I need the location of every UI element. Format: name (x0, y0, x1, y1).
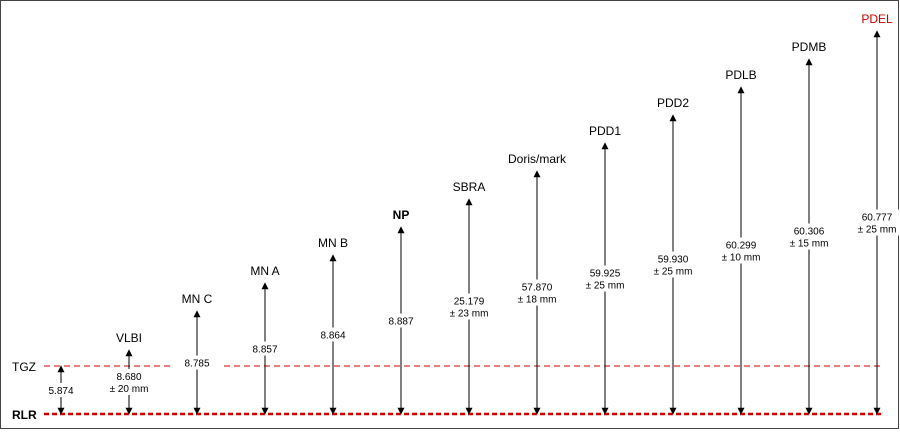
markers-group: VLBI 8.680± 20 mm MN C 8.785 MN A 8.857 MN B 8.… (105, 12, 900, 415)
marker-name: SBRA (453, 180, 486, 194)
marker-value: 60.299 (726, 241, 757, 252)
marker-value: 59.925 (590, 269, 621, 280)
marker-value: 57.870 (522, 283, 553, 294)
marker-tolerance: ± 10 mm (722, 253, 761, 264)
marker-name: PDLB (725, 68, 756, 82)
marker-value-bg (513, 279, 561, 306)
marker-pdmb: PDMB 60.306± 15 mm (785, 40, 833, 415)
marker-value: 59.930 (658, 255, 689, 266)
marker-mnb: MN B 8.864 (309, 236, 357, 415)
marker-doris: Doris/mark 57.870± 18 mm (508, 152, 567, 415)
marker-value: 8.864 (320, 331, 345, 342)
marker-pdd2: PDD2 59.930± 25 mm (649, 96, 697, 415)
marker-value-bg (581, 265, 629, 292)
marker-name: VLBI (116, 331, 142, 345)
marker-name: PDD1 (589, 124, 621, 138)
marker-value: 8.680 (116, 372, 141, 383)
marker-tolerance: ± 18 mm (518, 295, 557, 306)
marker-name: Doris/mark (508, 152, 567, 166)
marker-value-bg (717, 237, 765, 264)
marker-tolerance: ± 15 mm (790, 239, 829, 250)
marker-value: 8.785 (184, 359, 209, 370)
marker-tolerance: ± 25 mm (858, 225, 897, 236)
marker-tolerance: ± 23 mm (450, 309, 489, 320)
marker-value-bg (241, 341, 289, 356)
marker-value: 25.179 (454, 297, 485, 308)
marker-tolerance: ± 20 mm (110, 384, 149, 395)
marker-name: NP (393, 208, 410, 222)
marker-vlbi: VLBI 8.680± 20 mm (105, 331, 153, 415)
tgz-value: 5.874 (48, 386, 73, 397)
marker-name: MN B (318, 236, 348, 250)
marker-value-bg (377, 313, 425, 328)
marker-name: PDMB (792, 40, 827, 54)
marker-pdlb: PDLB 60.299± 10 mm (717, 68, 765, 415)
marker-value-bg (853, 209, 900, 236)
marker-value-bg (105, 369, 153, 395)
marker-value-bg (649, 251, 697, 278)
marker-mna: MN A 8.857 (241, 264, 289, 415)
marker-mnc: MN C 8.785 (173, 292, 221, 415)
marker-name: MN C (182, 292, 213, 306)
marker-value: 60.777 (862, 213, 893, 224)
marker-name: PDEL (861, 12, 893, 26)
marker-value: 8.857 (252, 345, 277, 356)
marker-pdel: PDEL 60.777± 25 mm (853, 12, 900, 415)
marker-value: 60.306 (794, 227, 825, 238)
marker-tolerance: ± 25 mm (586, 281, 625, 292)
marker-tolerance: ± 25 mm (654, 267, 693, 278)
marker-value-bg (445, 293, 493, 320)
tgz-label: TGZ (12, 360, 36, 374)
marker-value: 8.887 (388, 317, 413, 328)
marker-value-bg (785, 223, 833, 250)
marker-sbra: SBRA 25.179± 23 mm (445, 180, 493, 415)
tgz-value-bg (43, 383, 79, 397)
marker-pdd1: PDD1 59.925± 25 mm (581, 124, 629, 415)
rlr-label: RLR (12, 408, 37, 422)
marker-value-bg (309, 327, 357, 342)
marker-np: NP 8.887 (377, 208, 425, 415)
marker-name: MN A (250, 264, 279, 278)
marker-name: PDD2 (657, 96, 689, 110)
marker-value-bg (173, 355, 221, 370)
